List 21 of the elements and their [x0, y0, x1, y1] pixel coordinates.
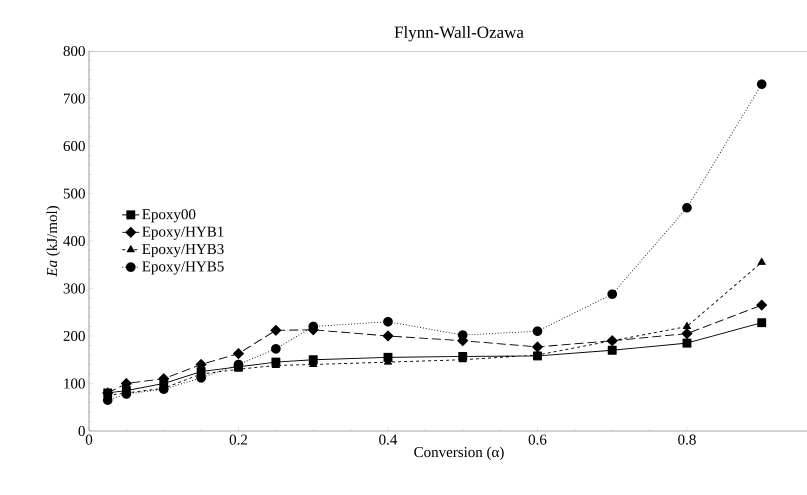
x-tick-label: 0.8 [678, 434, 696, 445]
y-axis-title: Ea (kJ/mol) [46, 206, 60, 277]
x-axis-title: Conversion (α) [414, 446, 504, 460]
y-tick-label: 300 [64, 283, 85, 294]
y-tick-label: 800 [64, 46, 85, 56]
legend-label: Epoxy/HYB3 [142, 244, 224, 258]
legend-label: Epoxy/HYB5 [142, 261, 224, 275]
y-tick-label: 700 [64, 93, 85, 104]
chart-title: Flynn-Wall-Ozawa [394, 26, 524, 42]
y-tick-label: 600 [64, 140, 85, 152]
y-tick-label: 100 [64, 378, 85, 389]
y-tick-label: 500 [64, 188, 85, 199]
y-tick-label: 0 [78, 426, 85, 436]
x-tick-label: 0 [86, 434, 92, 445]
y-tick-label: 200 [64, 330, 85, 342]
x-tick-label: 0.4 [379, 434, 398, 445]
x-tick-label: 0.2 [230, 434, 248, 445]
y-tick-label: 400 [63, 236, 85, 246]
x-tick-label: 0.6 [528, 434, 546, 445]
legend-label: Epoxy/HYB1 [142, 226, 224, 240]
legend-label: Epoxy00 [142, 209, 196, 222]
